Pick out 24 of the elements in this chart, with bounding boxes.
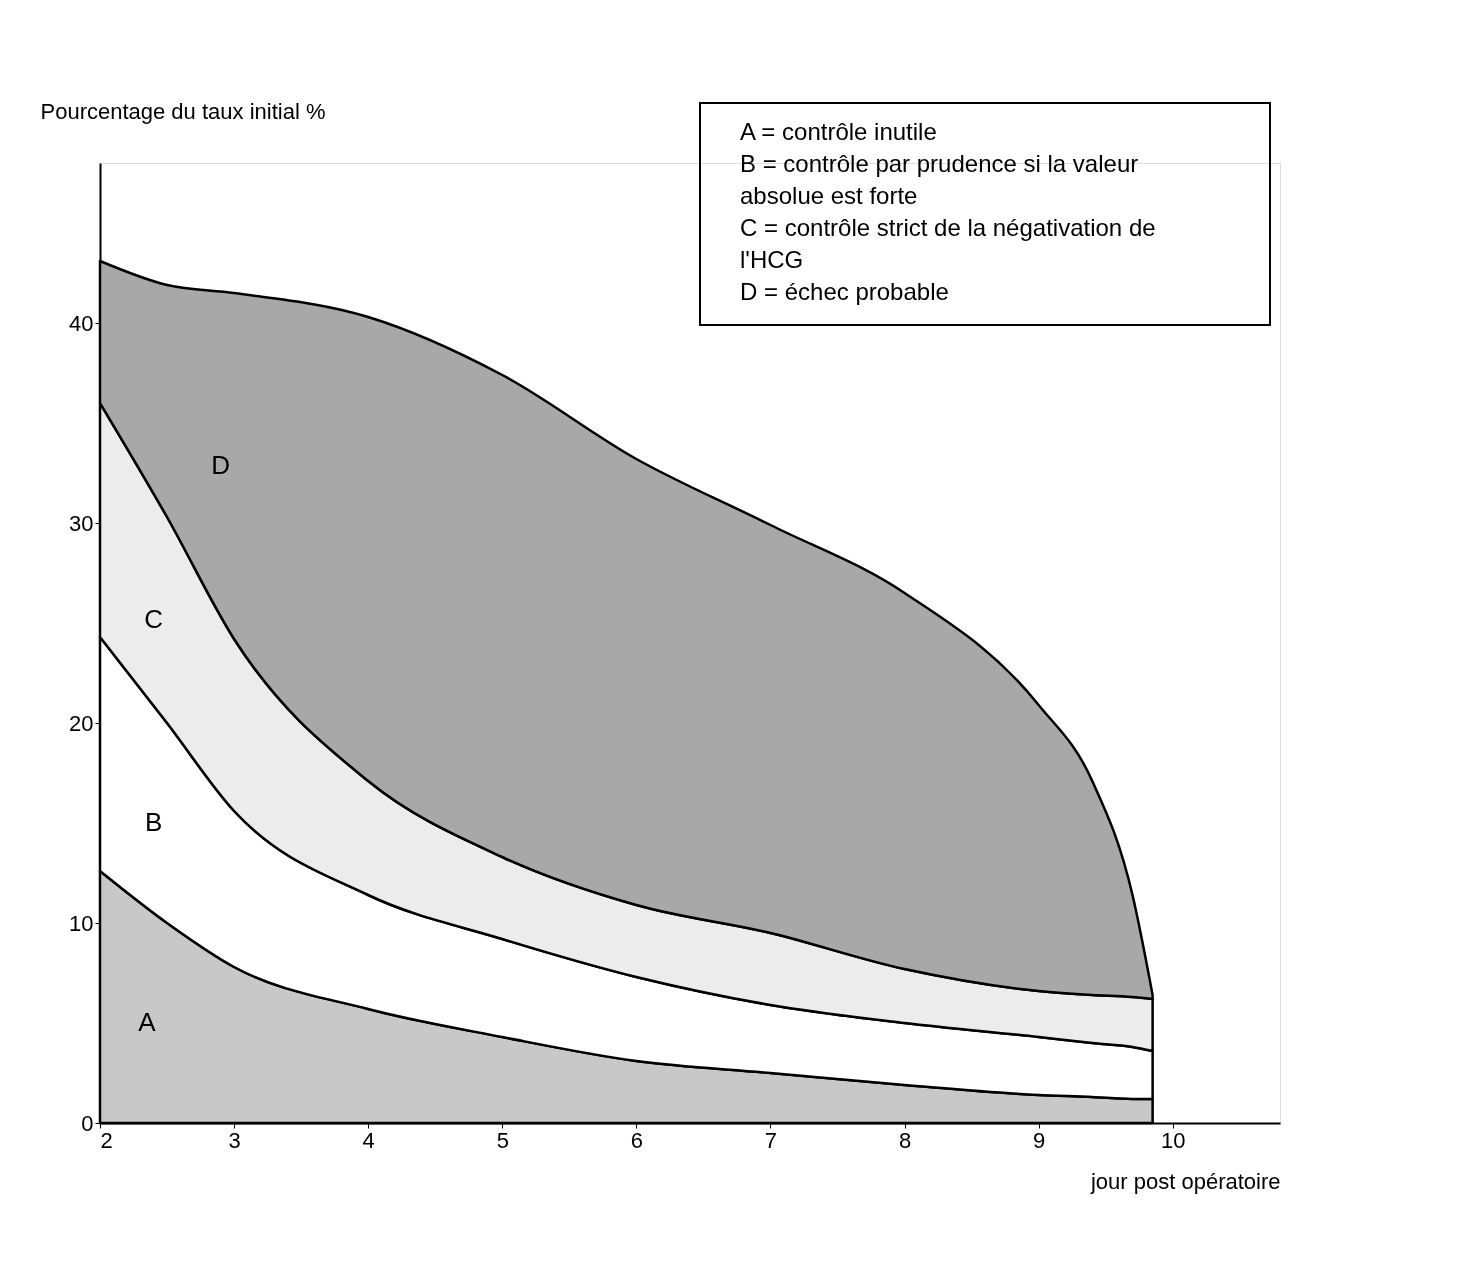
text: A = contrôle inutile (740, 118, 937, 145)
series-label: B (144, 807, 163, 837)
x-tick-label: 8 (898, 1127, 912, 1153)
x-tick-label: 5 (496, 1127, 509, 1153)
y-tick-label: 30 (69, 510, 94, 536)
x-tick-label: 10 (1160, 1127, 1186, 1153)
y-tick-label: 20 (69, 710, 94, 736)
annotation: B = contrôle par prudence si la valeur absolue est forte (740, 150, 1139, 209)
x-tick-label: 7 (764, 1127, 778, 1153)
y-tick-label: 0 (81, 1110, 94, 1136)
y-axis-title: Pourcentage du taux initial % (40, 98, 326, 124)
annotation: C = contrôle strict de la négativation de l'HCG (740, 214, 1156, 273)
x-axis-title: jour post opératoire (1089, 1168, 1281, 1194)
y-tick-label: 10 (69, 910, 94, 936)
series-label: D (211, 450, 231, 480)
x-tick-label: 3 (228, 1127, 241, 1153)
y-tick-label: 40 (69, 310, 94, 336)
x-tick-label: 2 (100, 1127, 113, 1153)
series-label: C (144, 604, 164, 634)
annotation: D = échec probable (740, 278, 949, 305)
x-tick-label: 6 (630, 1127, 643, 1153)
x-tick-label: 9 (1033, 1127, 1046, 1153)
x-tick-label: 4 (362, 1127, 375, 1153)
series-label: A (138, 1007, 157, 1037)
